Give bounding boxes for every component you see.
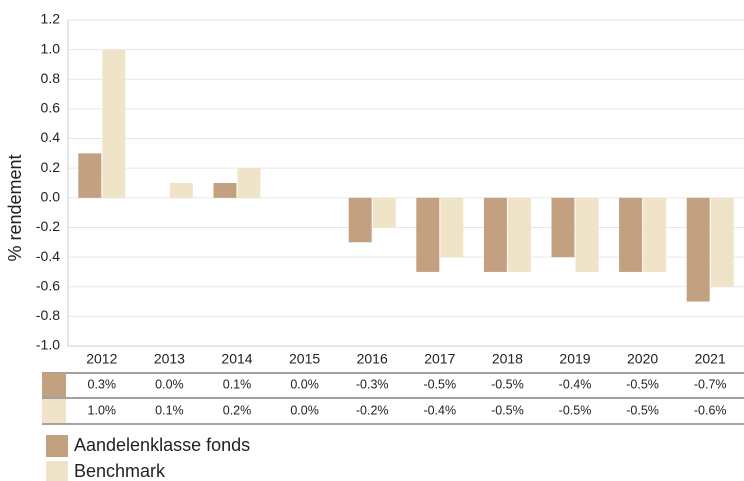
table-cell: 0.1% [223, 377, 252, 391]
table-cell: -0.5% [491, 403, 524, 417]
y-tick-label: 0.6 [41, 100, 61, 116]
bar [237, 168, 261, 198]
table-cell: -0.5% [626, 377, 659, 391]
x-tick-label: 2020 [627, 351, 658, 367]
x-tick-label: 2018 [492, 351, 523, 367]
legend-label: Benchmark [74, 461, 166, 481]
table-cell: 0.0% [155, 377, 184, 391]
table-cell: -0.6% [694, 403, 727, 417]
table-cell: -0.5% [626, 403, 659, 417]
table-cell: 0.1% [155, 403, 184, 417]
table-swatch [42, 373, 66, 397]
bar [102, 49, 126, 198]
table-cell: 1.0% [88, 403, 117, 417]
bar [169, 183, 193, 198]
bar [483, 197, 507, 272]
y-tick-label: -0.8 [36, 307, 60, 323]
table-cell: -0.5% [559, 403, 592, 417]
table-cell: 0.3% [88, 377, 117, 391]
y-tick-label: -0.2 [36, 218, 60, 234]
y-tick-label: -0.6 [36, 277, 60, 293]
y-tick-label: 1.2 [41, 11, 61, 27]
table-swatch [42, 399, 66, 423]
table-cell: -0.3% [356, 377, 389, 391]
table-cell: 0.0% [290, 403, 319, 417]
legend-swatch [46, 461, 68, 481]
bar [643, 197, 667, 272]
y-axis-label: % rendement [5, 154, 25, 261]
table-cell: -0.5% [491, 377, 524, 391]
y-tick-label: 0.2 [41, 159, 61, 175]
bar [619, 197, 643, 272]
x-tick-label: 2019 [559, 351, 590, 367]
bar [213, 183, 237, 198]
bar [575, 197, 599, 272]
x-tick-label: 2013 [154, 351, 185, 367]
y-tick-label: 0.0 [41, 189, 61, 205]
bar [372, 197, 396, 228]
bar [416, 197, 440, 272]
x-tick-label: 2017 [424, 351, 455, 367]
bar [348, 197, 372, 243]
x-tick-label: 2015 [289, 351, 320, 367]
x-tick-label: 2012 [86, 351, 117, 367]
y-tick-label: -0.4 [36, 248, 60, 264]
x-tick-label: 2014 [221, 351, 252, 367]
legend-label: Aandelenklasse fonds [74, 435, 250, 455]
table-cell: -0.7% [694, 377, 727, 391]
y-tick-label: 0.4 [41, 129, 61, 145]
y-tick-label: -1.0 [36, 337, 60, 353]
x-tick-label: 2021 [695, 351, 726, 367]
table-cell: -0.2% [356, 403, 389, 417]
y-tick-label: 1.0 [41, 40, 61, 56]
table-cell: -0.4% [423, 403, 456, 417]
table-cell: 0.0% [290, 377, 319, 391]
bar [710, 197, 734, 287]
table-cell: -0.5% [423, 377, 456, 391]
bar [78, 153, 102, 198]
x-tick-label: 2016 [357, 351, 388, 367]
table-cell: 0.2% [223, 403, 252, 417]
bar [440, 197, 464, 258]
table-cell: -0.4% [559, 377, 592, 391]
bar [686, 197, 710, 302]
y-tick-label: 0.8 [41, 70, 61, 86]
bar [551, 197, 575, 258]
legend-swatch [46, 435, 68, 457]
bar [507, 197, 531, 272]
